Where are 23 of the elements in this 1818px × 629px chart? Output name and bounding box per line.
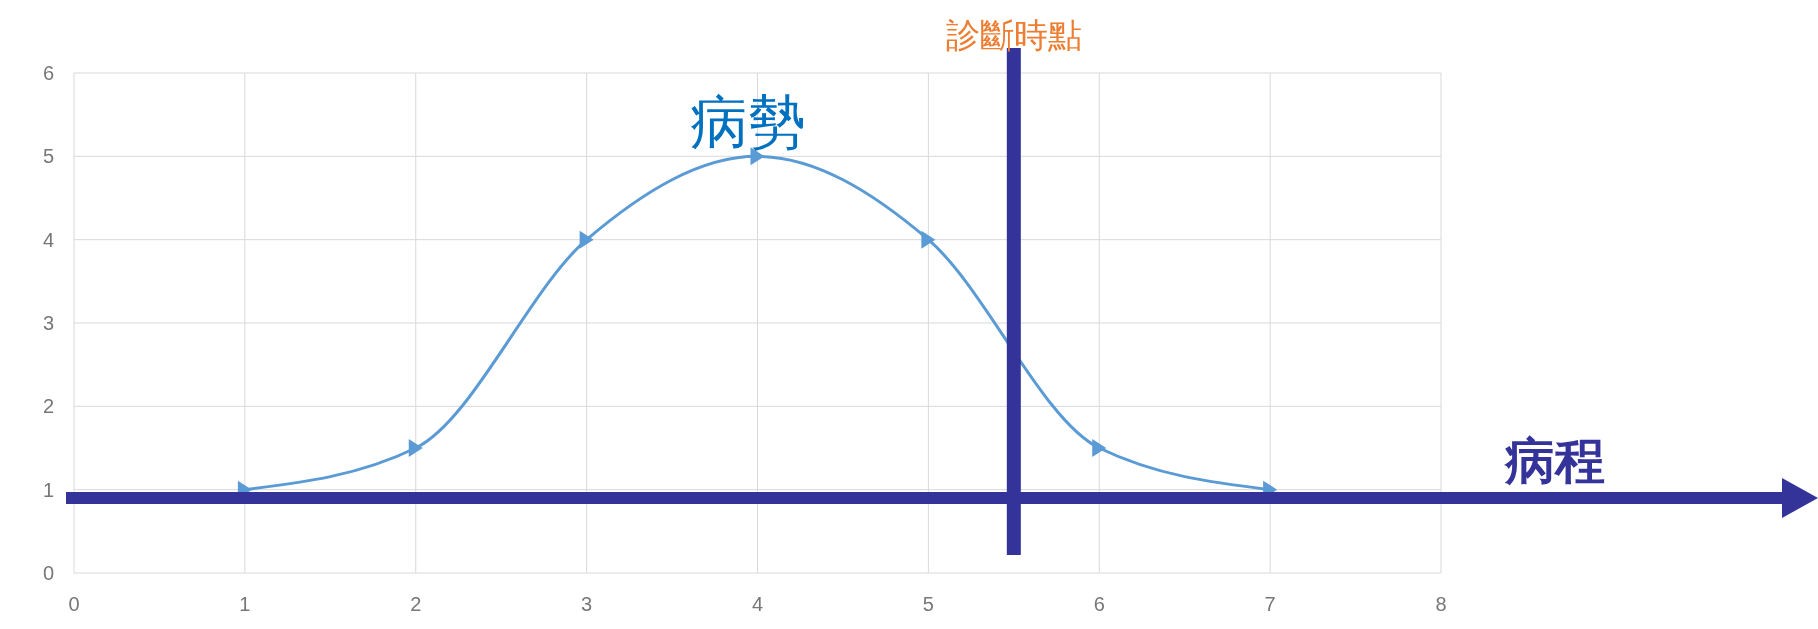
point [579, 230, 594, 249]
x-tick-label: 1 [239, 593, 251, 615]
x-tick-label: 8 [1435, 593, 1447, 615]
ref-line-label: 病程 [1504, 432, 1605, 490]
point [1092, 439, 1107, 457]
point [921, 230, 936, 249]
annotation: 病勢 [689, 88, 806, 157]
y-tick-label: 2 [42, 395, 54, 418]
x-tick-label: 3 [581, 593, 593, 615]
ref-line-label: 診斷時點 [945, 15, 1082, 55]
x-tick-label: 7 [1264, 593, 1276, 615]
y-tick-label: 4 [42, 228, 54, 251]
y-tick-label: 3 [42, 312, 54, 334]
x-tick-label: 2 [410, 593, 422, 615]
y-tick-label: 1 [42, 478, 54, 501]
x-tick-label: 5 [922, 593, 934, 615]
x-tick-label: 4 [751, 593, 764, 615]
y-tick-label: 0 [42, 562, 54, 584]
y-tick-label: 5 [42, 145, 54, 168]
x-tick-label: 0 [68, 593, 80, 615]
x-tick-label: 6 [1093, 593, 1105, 615]
y-tick-label: 6 [42, 62, 54, 84]
point [408, 439, 423, 457]
